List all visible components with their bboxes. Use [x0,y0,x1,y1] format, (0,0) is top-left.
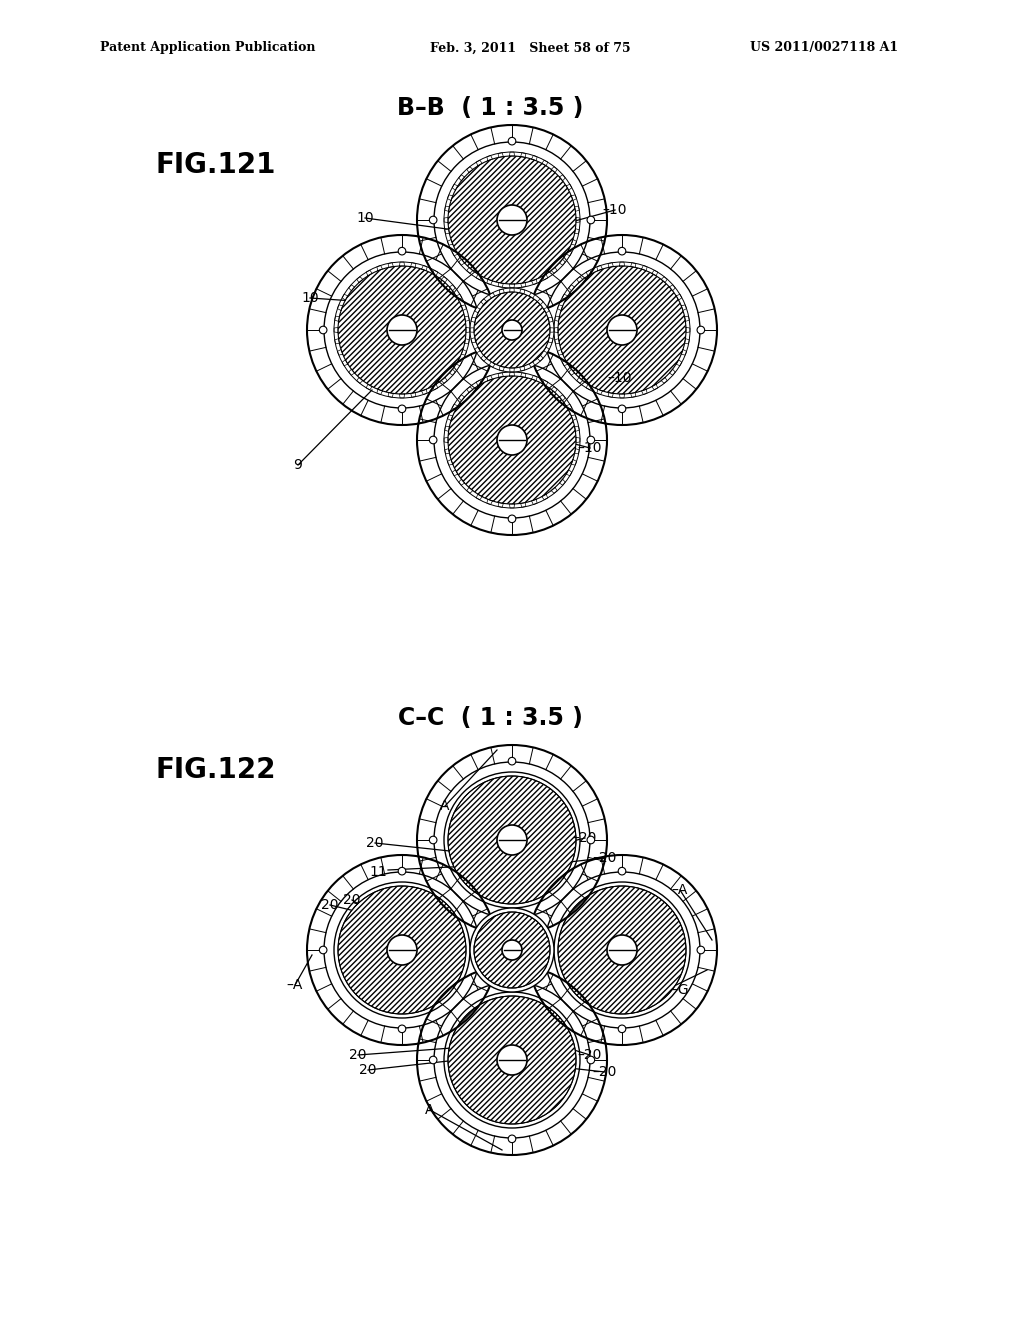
Circle shape [474,292,550,368]
Circle shape [338,886,466,1014]
Circle shape [307,235,497,425]
Circle shape [417,965,607,1155]
Circle shape [470,908,554,993]
Text: B–B  ( 1 : 3.5 ): B–B ( 1 : 3.5 ) [397,96,584,120]
Text: –20: –20 [593,851,617,865]
Text: 10: 10 [356,211,374,224]
Text: 20: 20 [359,1063,377,1077]
Circle shape [587,216,595,224]
Text: 20: 20 [349,1048,367,1063]
Circle shape [307,855,497,1045]
Circle shape [587,436,595,444]
Text: 20: 20 [343,894,360,907]
Circle shape [497,1045,527,1074]
Circle shape [319,946,327,954]
Circle shape [449,997,575,1125]
Circle shape [502,940,522,960]
Circle shape [618,867,626,875]
Circle shape [618,1026,626,1032]
Circle shape [558,267,686,393]
Circle shape [508,1135,516,1143]
Circle shape [618,247,626,255]
Text: US 2011/0027118 A1: US 2011/0027118 A1 [750,41,898,54]
Circle shape [618,405,626,413]
Circle shape [449,156,575,284]
Text: –20: –20 [578,1048,602,1063]
Circle shape [607,315,637,345]
Text: A: A [425,1104,435,1117]
Text: –A: –A [672,883,688,898]
Circle shape [429,836,437,843]
Circle shape [387,935,417,965]
Circle shape [607,935,637,965]
Circle shape [338,267,466,393]
Circle shape [587,836,595,843]
Text: FIG.122: FIG.122 [155,756,275,784]
Circle shape [508,758,516,766]
Circle shape [527,855,717,1045]
Circle shape [398,867,406,875]
Text: 20: 20 [367,836,384,850]
Circle shape [398,247,406,255]
Text: A: A [440,799,450,813]
Text: –G: –G [671,983,689,997]
Circle shape [558,886,686,1014]
Circle shape [508,915,516,923]
Text: FIG.121: FIG.121 [155,150,275,180]
Circle shape [508,977,516,985]
Circle shape [697,946,705,954]
Circle shape [540,326,547,334]
Circle shape [449,376,575,504]
Circle shape [429,436,437,444]
Circle shape [502,319,522,341]
Circle shape [508,137,516,145]
Text: –10: –10 [578,441,602,455]
Circle shape [508,515,516,523]
Circle shape [508,296,516,302]
Circle shape [429,216,437,224]
Circle shape [449,776,575,904]
Circle shape [497,425,527,455]
Circle shape [477,326,484,334]
Text: –20: –20 [593,1065,617,1078]
Circle shape [474,912,550,987]
Circle shape [387,315,417,345]
Circle shape [540,946,547,954]
Circle shape [497,205,527,235]
Text: 11: 11 [369,865,387,879]
Text: Patent Application Publication: Patent Application Publication [100,41,315,54]
Text: 20: 20 [322,898,339,912]
Circle shape [527,235,717,425]
Circle shape [470,288,554,372]
Text: 9: 9 [294,458,302,473]
Circle shape [697,326,705,334]
Text: –10: –10 [603,203,628,216]
Text: 10: 10 [301,290,318,305]
Circle shape [319,326,327,334]
Circle shape [429,1056,437,1064]
Circle shape [417,125,607,315]
Circle shape [398,1026,406,1032]
Text: –A: –A [287,978,303,993]
Text: Feb. 3, 2011   Sheet 58 of 75: Feb. 3, 2011 Sheet 58 of 75 [430,41,631,54]
Text: –10: –10 [608,371,632,385]
Circle shape [477,946,484,954]
Circle shape [398,405,406,413]
Text: –20: –20 [572,832,597,845]
Circle shape [587,1056,595,1064]
Circle shape [497,825,527,855]
Circle shape [417,744,607,935]
Circle shape [508,358,516,364]
Circle shape [417,345,607,535]
Text: C–C  ( 1 : 3.5 ): C–C ( 1 : 3.5 ) [397,706,583,730]
